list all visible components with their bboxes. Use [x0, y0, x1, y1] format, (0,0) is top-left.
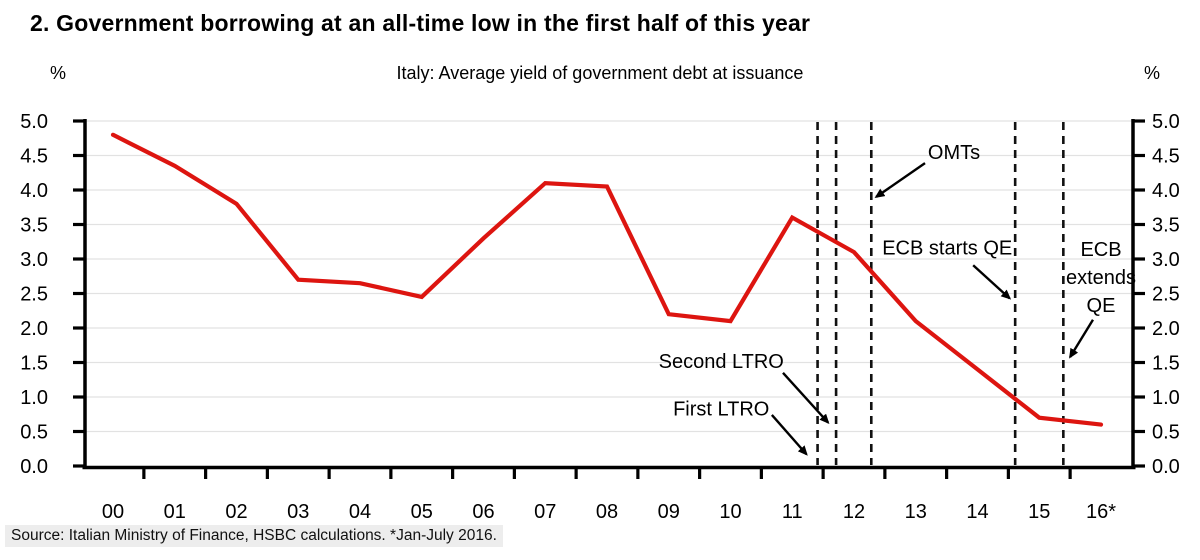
annotation-ecb-starts-qe: ECB starts QE: [882, 237, 1012, 300]
annotation-label: ECB: [1080, 239, 1121, 261]
annotation-label: QE: [1087, 295, 1116, 317]
x-tick-label: 00: [102, 501, 124, 523]
chart-heading: 2. Government borrowing at an all-time l…: [30, 10, 811, 36]
axes: [73, 119, 1145, 479]
x-tick-label: 15: [1028, 501, 1050, 523]
y-tick-label: 2.5: [1152, 284, 1180, 306]
y-tick-label: 3.0: [20, 249, 48, 271]
x-tick-label: 11: [782, 501, 803, 523]
y-tick-label: 2.0: [20, 318, 48, 340]
annotation-omts: OMTs: [874, 142, 980, 199]
y-tick-label: 0.0: [20, 456, 48, 478]
y-tick-label: 2.0: [1152, 318, 1180, 340]
y-tick-labels-left: 0.0 0.5 1.0 1.5 2.0 2.5 3.0 3.5 4.0 4.5 5.0: [20, 111, 48, 478]
source-note: Source: Italian Ministry of Finance, HSB…: [5, 525, 503, 547]
y-tick-label: 5.0: [20, 111, 48, 133]
y-tick-label: 4.0: [20, 180, 48, 202]
x-tick-label: 16*: [1086, 501, 1116, 523]
y-tick-label: 0.5: [20, 422, 48, 444]
y-tick-label: 0.0: [1152, 456, 1180, 478]
y-tick-label: 3.5: [20, 215, 48, 237]
x-tick-label: 04: [349, 501, 371, 523]
y-tick-label: 1.0: [1152, 387, 1180, 409]
y-axis-unit-right: %: [1144, 63, 1161, 83]
y-tick-label: 1.5: [20, 353, 48, 375]
annotation-first-ltro: First LTRO: [673, 399, 808, 456]
y-tick-label: 1.0: [20, 387, 48, 409]
x-tick-label: 08: [596, 501, 618, 523]
chart-subtitle: Italy: Average yield of government debt …: [396, 63, 804, 83]
annotation-second-ltro: Second LTRO: [659, 351, 830, 425]
x-tick-label: 05: [411, 501, 433, 523]
x-tick-label: 07: [534, 501, 556, 523]
annotation-arrow: [972, 264, 1012, 300]
annotation-label: Second LTRO: [659, 351, 784, 373]
x-tick-label: 09: [658, 501, 680, 523]
x-tick-labels: 00 01 02 03 04 05 06 07 08 09 10 11 12 13 14 15 16*: [102, 501, 1116, 523]
x-tick-label: 06: [472, 501, 494, 523]
y-tick-label: 4.5: [1152, 146, 1180, 168]
annotation-arrow: [1069, 319, 1094, 359]
annotation-ecb-extends-qe: ECB extends QE: [1066, 239, 1136, 359]
y-tick-label: 1.5: [1152, 353, 1180, 375]
annotation-label: extends: [1066, 267, 1136, 289]
y-tick-label: 0.5: [1152, 422, 1180, 444]
x-tick-label: 02: [225, 501, 247, 523]
annotation-label: ECB starts QE: [882, 237, 1012, 259]
yield-line: [110, 132, 1104, 427]
y-tick-label: 4.0: [1152, 180, 1180, 202]
event-lines: [816, 122, 1065, 465]
x-tick-label: 03: [287, 501, 309, 523]
annotation-arrow: [770, 414, 808, 456]
y-gridlines: [85, 120, 1133, 433]
annotation-label: OMTs: [928, 142, 980, 164]
y-tick-label: 4.5: [20, 146, 48, 168]
annotation-arrow: [782, 372, 830, 425]
y-tick-labels-right: 0.0 0.5 1.0 1.5 2.0 2.5 3.0 3.5 4.0 4.5 5.0: [1152, 111, 1180, 478]
x-tick-label: 14: [966, 501, 988, 523]
x-tick-label: 10: [719, 501, 741, 523]
x-tick-label: 12: [843, 501, 865, 523]
y-axis-unit-left: %: [50, 63, 67, 83]
annotation-arrow: [874, 162, 926, 199]
x-tick-label: 01: [164, 501, 186, 523]
annotation-label: First LTRO: [673, 399, 769, 421]
y-tick-label: 2.5: [20, 284, 48, 306]
y-tick-label: 3.5: [1152, 215, 1180, 237]
y-tick-label: 5.0: [1152, 111, 1180, 133]
x-tick-label: 13: [905, 501, 927, 523]
y-tick-label: 3.0: [1152, 249, 1180, 271]
